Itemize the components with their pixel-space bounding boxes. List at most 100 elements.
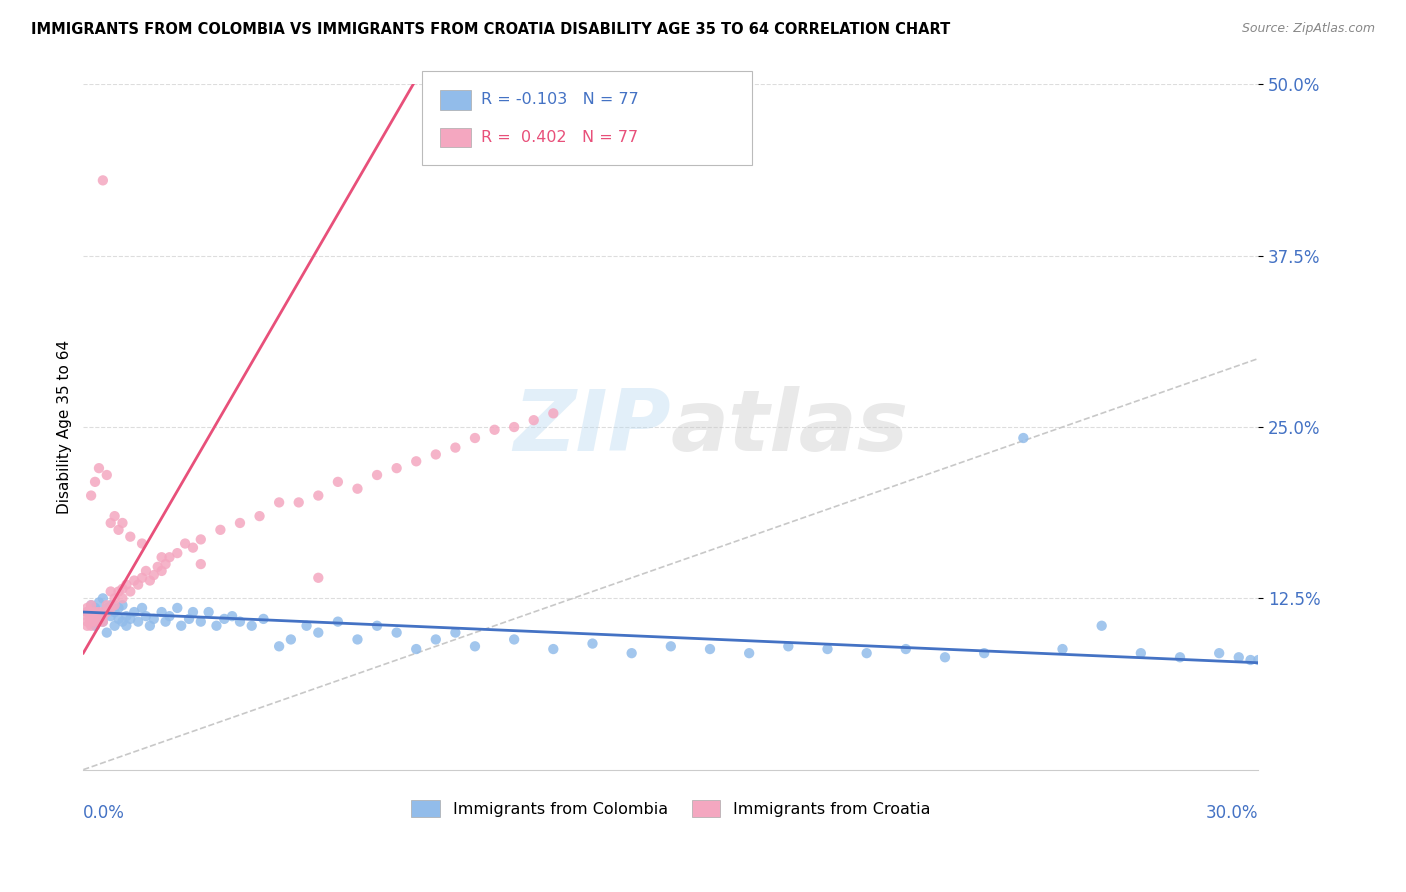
Point: [190, 557, 212, 571]
Point: [699, 642, 721, 657]
Point: [269, 495, 291, 509]
Point: [104, 619, 127, 633]
Point: [934, 650, 956, 665]
Point: [1168, 650, 1191, 665]
Point: [131, 536, 153, 550]
Point: [120, 584, 142, 599]
Point: [131, 601, 153, 615]
Point: [111, 598, 134, 612]
Point: [111, 591, 134, 606]
Point: [1208, 646, 1230, 660]
Point: [155, 557, 177, 571]
Point: [385, 625, 408, 640]
Point: [307, 489, 329, 503]
Point: [150, 605, 173, 619]
Point: [543, 406, 565, 420]
Point: [131, 571, 153, 585]
Point: [205, 619, 228, 633]
Point: [855, 646, 877, 660]
Point: [139, 574, 162, 588]
Point: [444, 441, 467, 455]
Point: [100, 516, 122, 530]
Text: 30.0%: 30.0%: [1206, 804, 1258, 822]
Point: [190, 615, 212, 629]
Point: [84, 601, 107, 615]
Point: [159, 609, 181, 624]
Point: [107, 523, 129, 537]
Point: [96, 601, 118, 615]
Point: [197, 605, 219, 619]
Point: [155, 615, 177, 629]
Point: [252, 612, 274, 626]
Point: [139, 619, 162, 633]
Point: [122, 574, 145, 588]
Point: [107, 584, 129, 599]
Point: [80, 615, 103, 629]
Point: [91, 609, 114, 624]
Point: [221, 609, 243, 624]
Point: [80, 598, 103, 612]
Point: [76, 615, 98, 629]
Point: [581, 636, 603, 650]
Point: [87, 595, 110, 609]
Point: [111, 615, 134, 629]
Point: [346, 482, 368, 496]
Point: [894, 642, 917, 657]
Point: [174, 536, 197, 550]
Point: [91, 605, 114, 619]
Point: [84, 475, 107, 489]
Legend: Immigrants from Colombia, Immigrants from Croatia: Immigrants from Colombia, Immigrants fro…: [405, 794, 936, 823]
Point: [91, 591, 114, 606]
Point: [100, 601, 122, 615]
Point: [1239, 653, 1261, 667]
Point: [91, 605, 114, 619]
Point: [778, 640, 800, 654]
Point: [464, 640, 486, 654]
Point: [87, 461, 110, 475]
Point: [366, 619, 388, 633]
Point: [87, 615, 110, 629]
Point: [115, 609, 138, 624]
Point: [209, 523, 232, 537]
Point: [111, 516, 134, 530]
Point: [366, 468, 388, 483]
Point: [100, 598, 122, 612]
Point: [738, 646, 761, 660]
Point: [523, 413, 546, 427]
Point: [249, 509, 271, 524]
Point: [127, 615, 149, 629]
Point: [817, 642, 839, 657]
Point: [100, 584, 122, 599]
Point: [464, 431, 486, 445]
Point: [150, 550, 173, 565]
Point: [326, 475, 349, 489]
Point: [1247, 653, 1270, 667]
Point: [425, 447, 447, 461]
Point: [229, 615, 252, 629]
Point: [80, 598, 103, 612]
Point: [503, 632, 526, 647]
Point: [84, 612, 107, 626]
Point: [190, 533, 212, 547]
Point: [120, 612, 142, 626]
Point: [240, 619, 263, 633]
Point: [307, 625, 329, 640]
Point: [1129, 646, 1152, 660]
Point: [287, 495, 309, 509]
Point: [76, 609, 98, 624]
Point: [280, 632, 302, 647]
Text: 0.0%: 0.0%: [83, 804, 125, 822]
Point: [146, 559, 169, 574]
Point: [80, 612, 103, 626]
Point: [115, 619, 138, 633]
Point: [1012, 431, 1035, 445]
Point: [307, 571, 329, 585]
Point: [96, 625, 118, 640]
Text: atlas: atlas: [671, 385, 908, 468]
Point: [76, 601, 98, 615]
Point: [973, 646, 995, 660]
Point: [177, 612, 200, 626]
Point: [104, 509, 127, 524]
Point: [91, 173, 114, 187]
Point: [84, 619, 107, 633]
